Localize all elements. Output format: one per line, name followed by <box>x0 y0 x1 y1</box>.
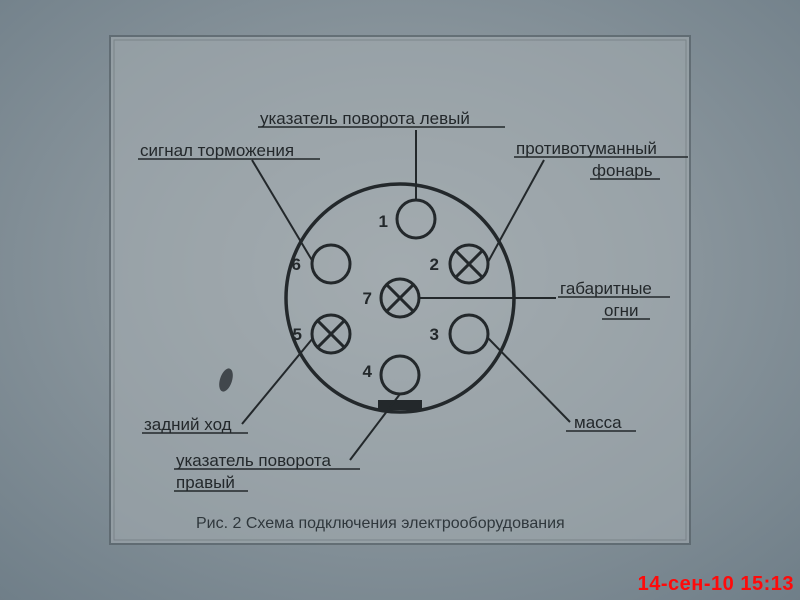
pin-number-1: 1 <box>379 212 388 231</box>
pin-number-4: 4 <box>363 362 373 381</box>
diagram-svg: 1 2 3 4 5 6 7 указатель поворота левый сигнал то… <box>0 0 800 600</box>
label-text: правый <box>176 473 235 492</box>
label-text: сигнал торможения <box>140 141 294 160</box>
label-text: указатель поворота <box>176 451 332 470</box>
figure-caption: Рис. 2 Схема подключения электрооборудов… <box>196 515 565 532</box>
connector-key-slot <box>378 400 422 410</box>
label-text: масса <box>574 413 622 432</box>
photo-timestamp: 14-сен-10 15:13 <box>638 573 794 596</box>
label-text: габаритные <box>560 279 652 298</box>
label-text: задний ход <box>144 415 232 434</box>
label-text: противотуманный <box>516 139 657 158</box>
pin-number-2: 2 <box>430 255 439 274</box>
label-text: фонарь <box>592 161 653 180</box>
pin-number-3: 3 <box>430 325 439 344</box>
diagram-stage: 1 2 3 4 5 6 7 указатель поворота левый сигнал то… <box>0 0 800 600</box>
pin-number-5: 5 <box>293 325 302 344</box>
pin-number-7: 7 <box>363 289 372 308</box>
label-text: огни <box>604 301 639 320</box>
pin-number-6: 6 <box>292 255 301 274</box>
label-text: указатель поворота левый <box>260 109 470 128</box>
